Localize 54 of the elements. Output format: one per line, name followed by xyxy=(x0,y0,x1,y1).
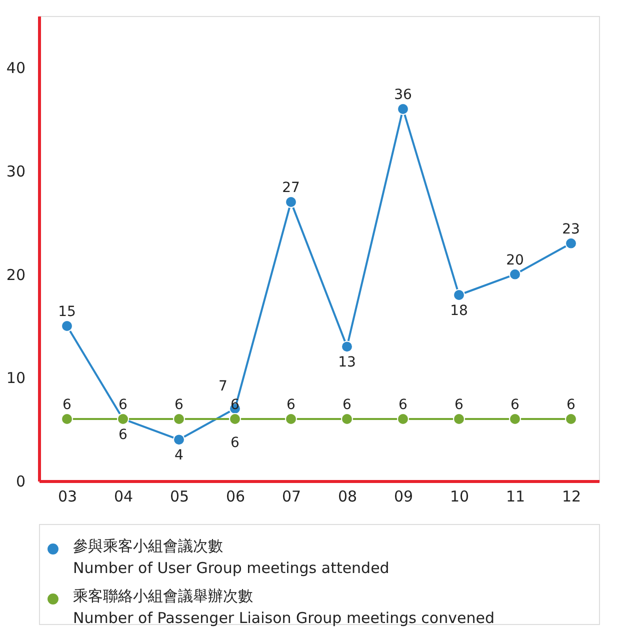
data-label: 6 xyxy=(174,397,184,413)
data-label: 6 xyxy=(118,427,128,443)
point xyxy=(565,237,577,250)
data-label: 20 xyxy=(506,252,524,268)
data-label: 23 xyxy=(562,221,580,238)
x-tick-label: 03 xyxy=(58,488,78,506)
data-label: 6 xyxy=(342,397,352,413)
y-tick-label: 30 xyxy=(6,162,26,180)
point xyxy=(565,413,577,425)
data-label: 6 xyxy=(398,397,408,413)
data-label: 13 xyxy=(338,354,356,371)
data-label: 6 xyxy=(510,397,520,413)
x-tick-label: 08 xyxy=(338,488,358,506)
data-label: 7 xyxy=(218,378,228,395)
point xyxy=(453,289,465,301)
point xyxy=(509,268,521,280)
x-tick-label: 09 xyxy=(394,488,414,506)
point xyxy=(397,103,409,115)
point xyxy=(229,413,241,425)
x-tick-label: 06 xyxy=(226,488,246,506)
data-label: 6 xyxy=(286,397,296,413)
data-label: 6 xyxy=(454,397,464,413)
point xyxy=(453,413,465,425)
y-tick-label: 0 xyxy=(16,472,26,490)
x-tick-label: 05 xyxy=(170,488,190,506)
point xyxy=(285,413,297,425)
x-tick-label: 07 xyxy=(282,488,302,506)
point xyxy=(61,413,73,425)
data-label: 18 xyxy=(450,303,468,319)
y-tick-label: 10 xyxy=(6,369,26,388)
legend-label: 乘客聯絡小組會議舉辦次數 Number of Passenger Liaison Group meetings convened xyxy=(73,587,494,627)
x-tick-label: 10 xyxy=(450,488,470,506)
y-tick-label: 20 xyxy=(6,266,26,284)
data-label: 4 xyxy=(174,448,184,464)
data-label: 6 xyxy=(566,397,576,413)
x-tick-label: 11 xyxy=(506,488,526,506)
point xyxy=(341,340,353,353)
data-label: 6 xyxy=(62,397,72,413)
point xyxy=(173,413,185,425)
point xyxy=(397,413,409,425)
y-tick-label: 40 xyxy=(6,59,26,78)
x-tick-label: 12 xyxy=(562,488,582,506)
legend-label: 參與乘客小組會議次數 Number of User Group meetings attended xyxy=(73,537,390,577)
data-label: 27 xyxy=(282,180,300,196)
data-label: 6 xyxy=(118,397,128,413)
point xyxy=(173,434,185,446)
x-tick-label: 04 xyxy=(114,488,134,506)
data-label: 36 xyxy=(394,87,412,103)
point xyxy=(341,413,353,425)
point xyxy=(61,320,73,332)
annotation: 6 xyxy=(230,435,240,451)
point xyxy=(285,196,297,208)
point xyxy=(509,413,521,425)
data-label: 15 xyxy=(58,304,76,320)
